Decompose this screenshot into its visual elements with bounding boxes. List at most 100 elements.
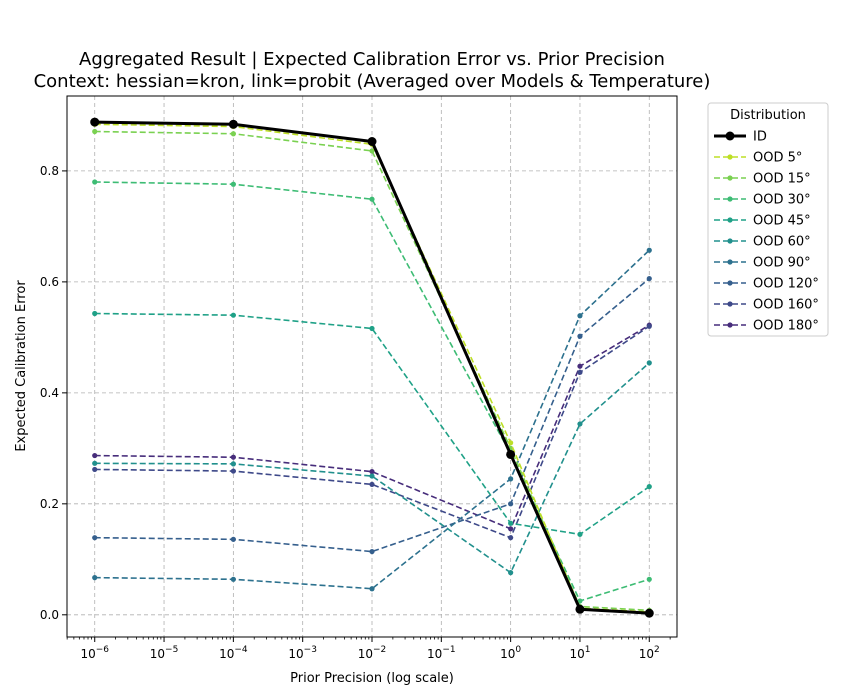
legend-swatch-marker (727, 238, 733, 244)
data-point (369, 473, 375, 479)
data-point (92, 310, 98, 317)
series-ood-180 (92, 322, 652, 532)
data-point (646, 247, 652, 253)
legend-label: OOD 45° (753, 214, 811, 229)
x-tick-label: 100 (500, 645, 521, 661)
series-ood-120 (92, 275, 652, 555)
data-point (508, 526, 514, 532)
data-point (230, 181, 236, 187)
data-point (230, 468, 236, 474)
data-point (369, 196, 375, 202)
legend: Distribution ID OOD 5° OOD 15° OOD 30° OOD 4… (707, 102, 829, 337)
legend-item-ood-90: OOD 90° (714, 256, 811, 271)
legend-swatch-marker (727, 259, 733, 265)
legend-label: OOD 180° (753, 319, 819, 334)
data-point (577, 313, 583, 319)
data-point (577, 531, 583, 537)
data-point (369, 548, 375, 555)
data-point (577, 363, 583, 369)
plot-area-frame (66, 95, 678, 638)
data-point (646, 576, 652, 582)
series-line (94, 120, 650, 615)
data-point (369, 325, 375, 332)
legend-swatch-marker (727, 196, 733, 202)
series-line (94, 181, 650, 602)
legend-swatch-marker (727, 175, 733, 181)
data-point (230, 131, 236, 137)
legend-label: OOD 15° (753, 172, 811, 187)
legend-item-ood-45: OOD 45° (714, 214, 811, 229)
legend-label: OOD 5° (753, 151, 802, 166)
y-tick-label: 0.0 (40, 608, 59, 622)
series-line (94, 325, 650, 539)
x-tick-label: 10−5 (150, 645, 179, 661)
x-tick-label: 10−1 (427, 645, 456, 661)
data-point (646, 360, 652, 366)
y-tick-label: 0.6 (40, 275, 59, 289)
data-point (508, 501, 514, 507)
data-point (644, 608, 654, 618)
data-point (92, 535, 98, 541)
data-point (577, 369, 583, 375)
series-ood-45 (92, 310, 652, 537)
legend-item-ood-180: OOD 180° (714, 319, 819, 334)
data-point (92, 452, 98, 459)
data-point (92, 466, 98, 473)
legend-label: OOD 60° (753, 235, 811, 250)
data-point (646, 275, 652, 282)
legend-item-ood-120: OOD 120° (714, 277, 819, 292)
y-axis-ticks: 0.0 0.2 0.4 0.6 0.8 (40, 164, 67, 622)
data-point (90, 117, 100, 127)
series-line (94, 312, 650, 536)
y-tick-label: 0.8 (40, 164, 59, 178)
grid (67, 96, 677, 637)
x-tick-label: 102 (639, 645, 660, 661)
data-point (92, 575, 98, 581)
chart-subtitle: Context: hessian=kron, link=probit (Aver… (34, 71, 711, 92)
x-tick-label: 101 (569, 645, 590, 661)
data-point (369, 586, 375, 592)
legend-label: OOD 90° (753, 256, 811, 271)
data-point (92, 128, 98, 135)
data-point (646, 484, 652, 490)
legend-swatch-marker (727, 301, 733, 307)
legend-item-ood-60: OOD 60° (714, 235, 811, 250)
data-point (92, 460, 98, 466)
series-ood-160 (92, 323, 652, 541)
legend-item-id: ID (714, 130, 767, 145)
data-point (506, 449, 516, 459)
legend-title: Distribution (730, 108, 806, 123)
data-point (230, 454, 236, 460)
legend-label: OOD 120° (753, 277, 819, 292)
legend-label: OOD 160° (753, 298, 819, 313)
x-tick-label: 10−3 (288, 645, 317, 661)
x-tick-label: 10−6 (80, 645, 109, 661)
legend-item-ood-30: OOD 30° (714, 193, 811, 208)
series-line (94, 324, 650, 530)
x-axis-label: Prior Precision (log scale) (290, 671, 454, 686)
series-id (90, 117, 654, 618)
data-point (508, 535, 514, 541)
data-point (230, 461, 236, 467)
series-line (94, 123, 650, 613)
data-point (508, 570, 514, 576)
y-axis-label: Expected Calibration Error (14, 280, 29, 452)
legend-item-ood-160: OOD 160° (714, 298, 819, 313)
series-layer (90, 117, 654, 618)
data-point (230, 312, 236, 318)
data-point (577, 421, 583, 427)
series-line (94, 362, 650, 574)
data-point (577, 333, 583, 339)
x-axis-ticks: 10−6 10−5 10−4 10−3 10−2 10−1 100 101 102 (80, 637, 660, 661)
data-point (369, 469, 375, 475)
legend-item-ood-5: OOD 5° (714, 151, 802, 166)
data-point (575, 604, 585, 614)
legend-swatch-marker (727, 322, 733, 328)
data-point (230, 536, 236, 542)
data-point (369, 481, 375, 488)
legend-frame (707, 102, 829, 337)
data-point (508, 440, 514, 446)
data-point (369, 148, 375, 154)
x-tick-label: 10−4 (219, 645, 248, 661)
